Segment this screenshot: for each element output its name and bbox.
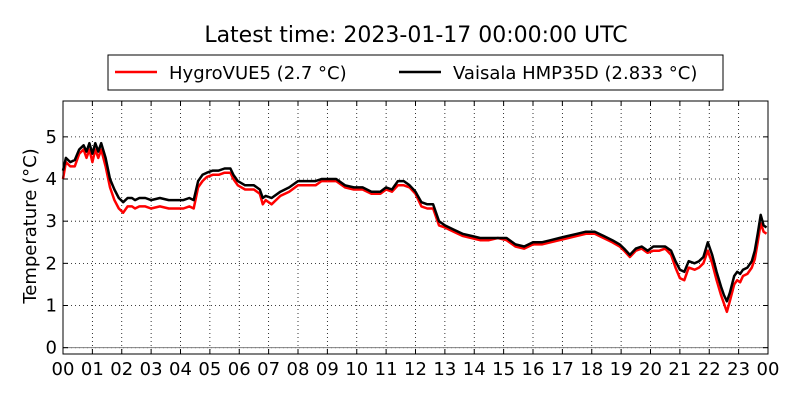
- x-tick-label: 19: [610, 359, 633, 380]
- y-tick-label: 3: [46, 211, 57, 232]
- x-tick-label: 06: [228, 359, 251, 380]
- legend-label-hygrovue5: HygroVUE5 (2.7 °C): [169, 63, 347, 84]
- series-line-1: [61, 141, 768, 303]
- legend-label-vaisala: Vaisala HMP35D (2.833 °C): [453, 63, 697, 84]
- legend: HygroVUE5 (2.7 °C) Vaisala HMP35D (2.833…: [107, 54, 724, 91]
- x-tick-label: 15: [492, 359, 515, 380]
- x-tick-label: 13: [433, 359, 456, 380]
- y-tick-label: 5: [46, 127, 57, 148]
- y-tick-label: 2: [46, 253, 57, 274]
- y-tick-label: 4: [46, 169, 57, 190]
- y-tick-label: 1: [46, 296, 57, 317]
- x-tick-label: 18: [580, 359, 603, 380]
- x-tick-label: 08: [287, 359, 310, 380]
- x-tick-label: 23: [727, 359, 750, 380]
- chart-title: Latest time: 2023-01-17 00:00:00 UTC: [204, 23, 627, 48]
- series-line-0: [61, 148, 768, 314]
- x-tick-label: 09: [316, 359, 339, 380]
- x-tick-label: 01: [81, 359, 104, 380]
- y-axis-label: Temperature (°C): [20, 148, 41, 304]
- x-tick-label: 14: [463, 359, 486, 380]
- x-tick-label: 11: [375, 359, 398, 380]
- x-tick-label: 00: [757, 359, 780, 380]
- y-tick-label: 0: [46, 338, 57, 359]
- x-tick-label: 04: [169, 359, 192, 380]
- x-tick-label: 00: [52, 359, 75, 380]
- axis-ticks: 00 01 02 03 04 05 06 07 08 09 10 11 12 13 14 15 16 17 18 19…: [46, 101, 780, 380]
- x-tick-label: 03: [140, 359, 163, 380]
- x-tick-label: 16: [522, 359, 545, 380]
- x-tick-label: 20: [639, 359, 662, 380]
- x-tick-label: 02: [110, 359, 133, 380]
- x-tick-label: 12: [404, 359, 427, 380]
- x-tick-label: 21: [668, 359, 691, 380]
- x-tick-label: 05: [198, 359, 221, 380]
- x-tick-label: 17: [551, 359, 574, 380]
- series-lines: [61, 141, 768, 314]
- x-tick-label: 07: [257, 359, 280, 380]
- x-tick-label: 22: [698, 359, 721, 380]
- x-tick-label: 10: [345, 359, 368, 380]
